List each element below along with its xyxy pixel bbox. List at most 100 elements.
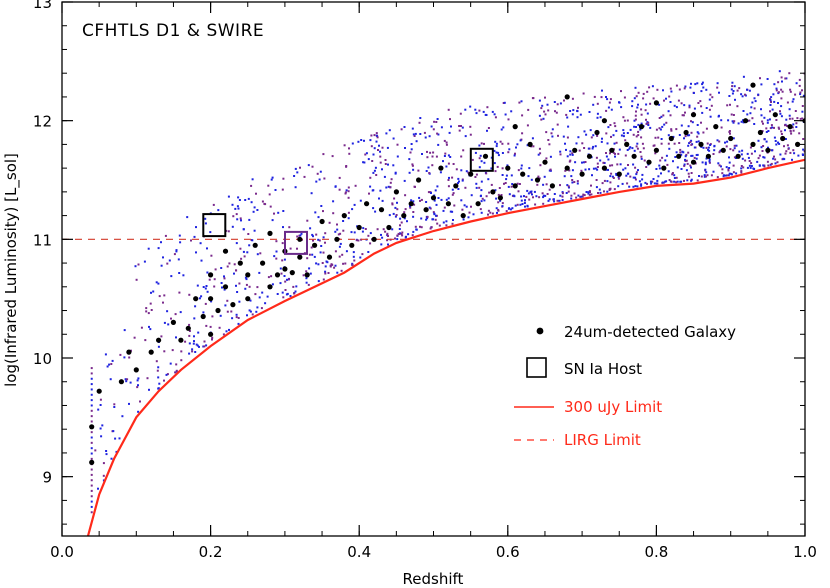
- sample-point: [445, 220, 448, 223]
- galaxy-point: [430, 195, 437, 201]
- sample-point: [603, 190, 605, 193]
- sample-point: [709, 144, 712, 146]
- sample-point: [415, 140, 418, 143]
- sample-point: [249, 299, 252, 302]
- sample-point: [231, 317, 234, 320]
- sample-point: [308, 253, 311, 256]
- sample-point: [237, 322, 240, 325]
- legend-label-galaxy: 24um-detected Galaxy: [564, 323, 736, 341]
- sample-point: [99, 404, 102, 406]
- sample-point: [281, 259, 284, 262]
- sample-point: [368, 192, 370, 195]
- sample-point: [757, 93, 760, 96]
- sample-point: [665, 97, 667, 100]
- sample-point: [375, 132, 378, 135]
- y-tick-label: 11: [33, 231, 52, 249]
- sample-point: [768, 118, 771, 121]
- sample-point: [783, 145, 785, 148]
- sample-point: [589, 129, 592, 132]
- sample-point: [90, 505, 93, 508]
- sample-point: [588, 168, 591, 171]
- sample-point: [663, 123, 666, 126]
- galaxy-point: [89, 459, 95, 465]
- sample-point: [414, 185, 416, 188]
- sample-point: [503, 101, 506, 104]
- sample-point: [344, 191, 347, 194]
- sample-point: [504, 182, 507, 184]
- sample-point: [90, 479, 93, 482]
- sample-point: [155, 360, 158, 363]
- sample-point: [704, 168, 707, 171]
- sample-point: [659, 128, 662, 131]
- sample-point: [289, 295, 292, 297]
- sample-point: [319, 251, 322, 254]
- sample-point: [432, 128, 435, 131]
- sample-point: [123, 356, 126, 359]
- sample-point: [775, 89, 778, 92]
- sample-point: [411, 127, 414, 130]
- sample-point: [305, 281, 308, 284]
- sample-point: [752, 167, 755, 170]
- sample-point: [788, 72, 791, 75]
- sample-point: [99, 398, 102, 401]
- sample-point: [343, 144, 346, 147]
- sample-point: [180, 359, 183, 362]
- galaxy-point: [497, 195, 503, 201]
- sample-point: [387, 163, 389, 166]
- sample-point: [403, 179, 406, 182]
- sample-point: [236, 205, 239, 208]
- galaxy-point: [267, 284, 273, 290]
- sample-point: [342, 220, 345, 222]
- sample-point: [780, 97, 783, 100]
- sample-point: [753, 123, 756, 125]
- galaxy-point: [200, 313, 206, 320]
- sample-point: [442, 221, 445, 224]
- sample-point: [224, 304, 227, 307]
- sample-point: [256, 253, 259, 256]
- sample-point: [619, 163, 622, 166]
- sample-point: [350, 231, 353, 234]
- sample-point: [657, 175, 660, 178]
- sample-point: [288, 226, 291, 229]
- sample-point: [211, 338, 213, 341]
- galaxy-point: [96, 388, 102, 394]
- sample-point: [632, 176, 635, 179]
- y-tick-label: 10: [33, 350, 52, 368]
- sample-point: [519, 203, 522, 206]
- sample-point: [753, 107, 756, 110]
- sample-point: [681, 114, 684, 117]
- sample-point: [695, 154, 698, 156]
- sample-point: [709, 93, 712, 96]
- sample-point: [792, 149, 795, 152]
- sample-point: [701, 111, 704, 114]
- sample-point: [537, 175, 540, 178]
- sample-point: [698, 175, 700, 177]
- galaxy-point: [512, 124, 518, 130]
- sample-point: [375, 174, 378, 176]
- sample-point: [510, 110, 513, 113]
- sample-point: [667, 134, 670, 137]
- sample-point: [128, 402, 130, 405]
- galaxy-point: [743, 118, 749, 124]
- sample-point: [319, 170, 322, 173]
- sample-point: [214, 268, 217, 271]
- sample-point: [559, 194, 562, 197]
- sample-point: [425, 201, 428, 203]
- sample-point: [268, 193, 271, 196]
- sample-point: [691, 121, 694, 124]
- sample-point: [702, 86, 705, 89]
- sample-point: [557, 134, 559, 137]
- sample-point: [443, 155, 446, 157]
- galaxy-point: [765, 147, 771, 153]
- x-tick-label: 0.8: [644, 543, 668, 561]
- sample-point: [690, 178, 693, 181]
- sample-point: [147, 247, 150, 250]
- sample-point: [599, 159, 602, 162]
- sample-point: [628, 185, 631, 188]
- sample-point: [367, 234, 370, 237]
- sample-point: [434, 218, 437, 221]
- sample-point: [644, 109, 647, 112]
- sample-point: [728, 167, 731, 169]
- sample-point: [210, 254, 213, 257]
- sample-point: [507, 151, 510, 154]
